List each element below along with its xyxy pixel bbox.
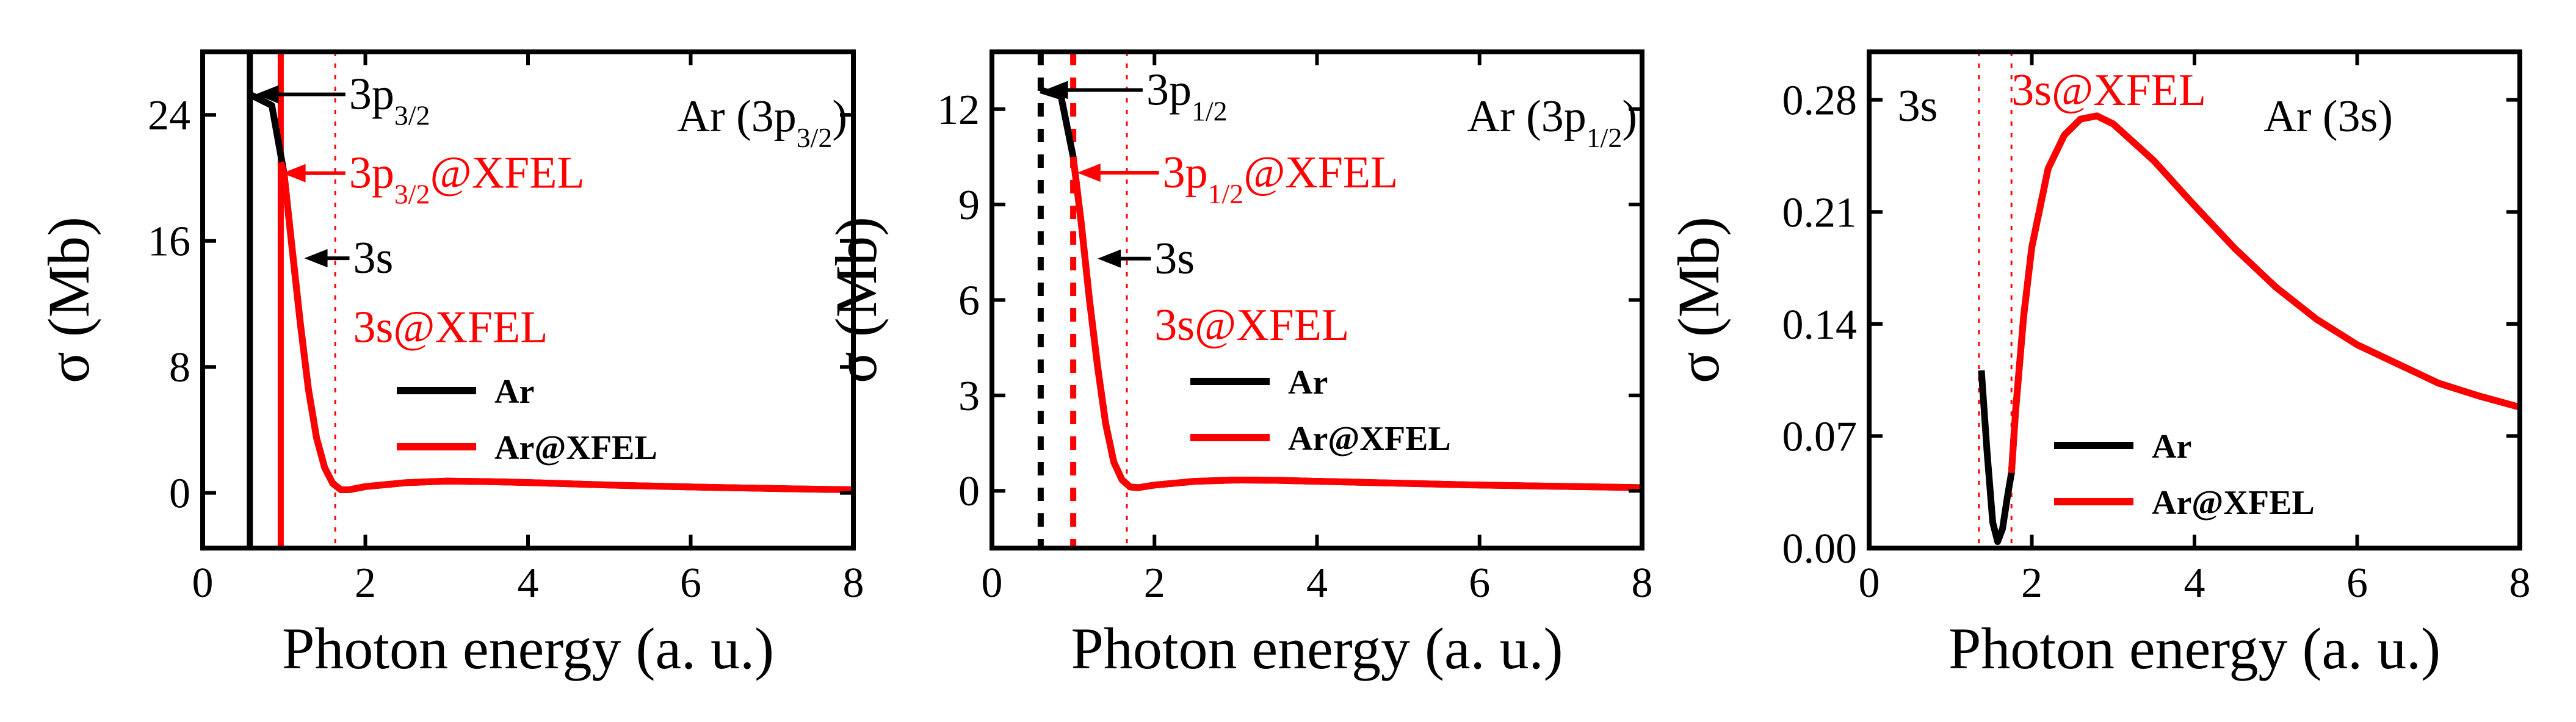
annotation-label-2: 3p3/2@XFEL	[349, 148, 585, 210]
y-tick-label: 3	[958, 373, 980, 420]
y-axis-label: σ (Mb)	[1666, 217, 1731, 383]
annotation-label-4: 3s@XFEL	[353, 303, 548, 353]
annotation-label-4: 3s@XFEL	[1154, 300, 1349, 350]
y-tick-label: 0.00	[1782, 525, 1858, 572]
annotation-label-2: 3p1/2@XFEL	[1163, 148, 1398, 209]
plot-frame	[1867, 49, 2522, 551]
x-tick-label: 6	[2346, 560, 2368, 607]
y-tick-label: 6	[958, 278, 980, 325]
y-tick-label: 0.21	[1782, 189, 1858, 236]
annotation-arrow-head	[282, 164, 306, 182]
legend-entry: Ar@XFEL	[2152, 484, 2315, 522]
series-line-ar-xfel	[2008, 112, 2520, 474]
series-line-ar-xfel	[277, 161, 853, 493]
x-tick-label: 2	[2021, 560, 2042, 607]
annotation-arrow-head	[1077, 164, 1101, 182]
y-tick-label: 24	[148, 92, 190, 139]
x-tick-label: 2	[355, 560, 376, 607]
y-tick-label: 12	[937, 87, 980, 134]
legend-entry: Ar	[1288, 364, 1328, 402]
legend: Ar Ar@XFEL	[2054, 428, 2315, 522]
annotation-label-3: 3s	[353, 233, 394, 283]
annotation-arrow-head	[1044, 81, 1068, 99]
annotation-label-3: 3s	[1154, 234, 1195, 284]
panel-label: Ar (3p1/2)	[1467, 92, 1637, 153]
x-tick-label: 8	[2509, 560, 2531, 607]
x-axis-label: Photon energy (a. u.)	[1948, 616, 2440, 681]
y-axis-label: σ (Mb)	[36, 217, 101, 383]
x-tick-label: 8	[1632, 560, 1653, 607]
legend-entry: Ar	[494, 373, 534, 411]
panel-label: Ar (3s)	[2263, 92, 2393, 142]
x-axis-label: Photon energy (a. u.)	[282, 616, 774, 681]
legend: Ar Ar@XFEL	[1190, 364, 1451, 458]
legend-entry: Ar	[2152, 428, 2191, 466]
x-tick-label: 4	[2184, 560, 2205, 607]
y-tick-label: 0	[169, 471, 190, 518]
x-tick-label: 4	[518, 560, 539, 607]
x-tick-label: 0	[1859, 560, 1880, 607]
legend-entry: Ar@XFEL	[494, 429, 657, 467]
y-tick-label: 16	[148, 218, 190, 265]
chart-panel-2: 0 2 4 6 8 0 3 6 9 12 Photon energy (a. u.) σ (Mb) Ar…	[823, 49, 1653, 681]
legend: Ar Ar@XFEL	[397, 373, 657, 467]
annotation-label-1: 3p1/2	[1146, 65, 1228, 127]
annotation-label-2: 3s@XFEL	[2011, 65, 2206, 115]
x-tick-label: 4	[1306, 560, 1328, 607]
y-tick-label: 0.14	[1782, 301, 1858, 348]
y-tick-label: 9	[958, 182, 980, 229]
annotation-arrow-head	[255, 85, 279, 104]
panel-label: Ar (3p3/2)	[677, 92, 847, 153]
y-tick-label: 8	[169, 344, 190, 391]
x-tick-label: 0	[982, 560, 1003, 607]
y-tick-label: 0.28	[1782, 78, 1858, 125]
y-tick-label: 0	[958, 468, 980, 515]
legend-entry: Ar@XFEL	[1288, 420, 1451, 458]
series-line-ar-xfel	[1069, 156, 1642, 491]
annotation-label-1: 3p3/2	[349, 70, 430, 131]
annotation-arrow-head	[304, 249, 328, 268]
x-tick-label: 6	[1469, 560, 1490, 607]
y-tick-label: 0.07	[1782, 413, 1858, 460]
annotation-arrow-head	[1098, 249, 1121, 268]
x-tick-label: 0	[192, 560, 214, 607]
annotation-label-1: 3s	[1898, 81, 1938, 131]
chart-panel-3: 0 2 4 6 8 0.00 0.07 0.14 0.21 0.28 Photon energy (…	[1666, 49, 2531, 681]
y-axis-label: σ (Mb)	[823, 217, 889, 383]
x-tick-label: 8	[843, 560, 864, 607]
x-axis-label: Photon energy (a. u.)	[1071, 616, 1563, 681]
x-tick-label: 2	[1144, 560, 1165, 607]
series-line-ar	[1978, 112, 2520, 545]
x-tick-label: 6	[680, 560, 701, 607]
